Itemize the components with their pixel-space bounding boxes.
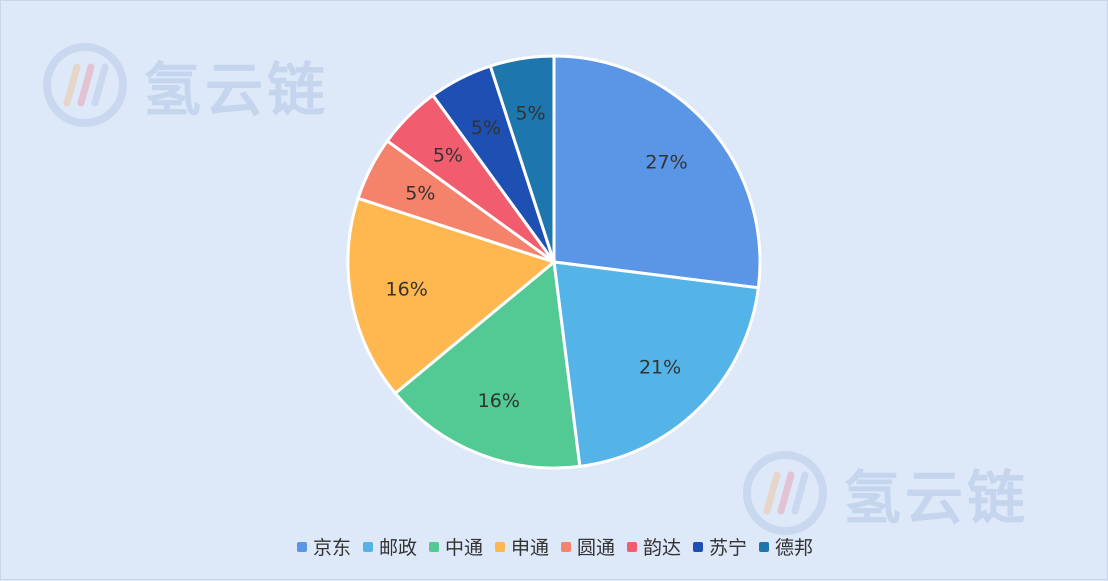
pie-slice-label-3: 16%: [386, 279, 428, 301]
legend-swatch: [561, 541, 571, 552]
legend-swatch: [759, 541, 770, 552]
legend-label: 德邦: [775, 537, 814, 559]
pie-slice-label-1: 21%: [639, 357, 681, 379]
legend-item-5[interactable]: 韵达: [627, 533, 681, 560]
legend-swatch: [627, 541, 638, 552]
chart-legend: 京东 邮政 中通 申通 圆通 韵达 苏宁 德邦: [1, 533, 1108, 560]
legend-item-6[interactable]: 苏宁: [693, 533, 747, 560]
legend-label: 中通: [444, 537, 483, 559]
legend-item-1[interactable]: 邮政: [362, 533, 417, 560]
pie-slice-label-4: 5%: [405, 182, 435, 204]
pie-slice-label-6: 5%: [471, 117, 501, 139]
legend-label: 申通: [510, 537, 549, 559]
pie-slice-0[interactable]: [552, 54, 762, 290]
legend-swatch: [693, 541, 704, 552]
pie-slice-7[interactable]: [488, 54, 556, 264]
legend-label: 韵达: [643, 537, 682, 559]
pie-slice-label-5: 5%: [433, 144, 463, 166]
legend-swatch: [494, 541, 505, 552]
legend-item-2[interactable]: 中通: [428, 533, 483, 560]
pie-slice-label-0: 27%: [645, 151, 687, 173]
legend-item-7[interactable]: 德邦: [759, 533, 813, 560]
legend-swatch: [362, 541, 373, 552]
legend-swatch: [296, 541, 307, 552]
pie-slice-2[interactable]: [393, 260, 582, 470]
pie-slice-1[interactable]: [552, 260, 760, 468]
legend-item-4[interactable]: 圆通: [561, 533, 615, 560]
pie-slice-3[interactable]: [346, 196, 556, 395]
legend-item-3[interactable]: 申通: [494, 533, 549, 560]
legend-swatch: [428, 541, 439, 552]
pie-slice-label-2: 16%: [478, 390, 520, 412]
legend-item-0[interactable]: 京东: [296, 533, 351, 560]
legend-label: 京东: [312, 537, 351, 559]
legend-label: 圆通: [577, 537, 616, 559]
legend-label: 邮政: [378, 537, 417, 559]
pie-slice-label-7: 5%: [515, 102, 545, 124]
legend-label: 苏宁: [709, 537, 748, 559]
